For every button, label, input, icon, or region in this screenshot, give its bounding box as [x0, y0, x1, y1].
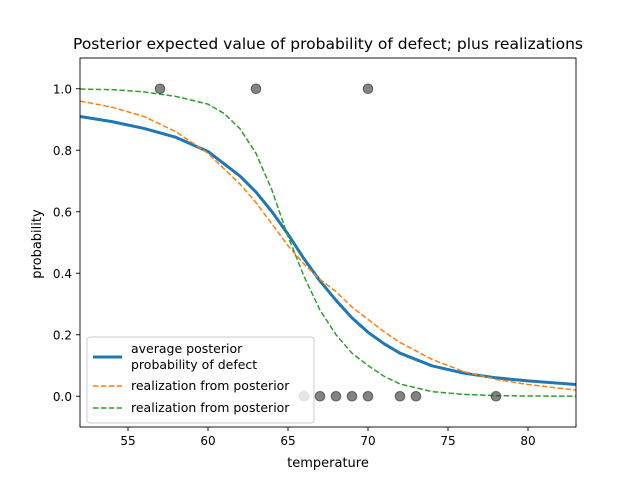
legend-label-2: realization from posterior — [131, 378, 290, 393]
legend-label-1: probability of defect — [131, 357, 257, 372]
y-tick-label: 0.0 — [53, 390, 72, 404]
series-line-3 — [80, 88, 576, 397]
observation-point — [250, 83, 262, 95]
x-tick-label: 80 — [520, 434, 535, 448]
x-axis-ticks: 55 60 65 70 75 80 — [120, 427, 536, 448]
observation-point — [410, 390, 422, 402]
y-tick-label: 0.8 — [53, 144, 72, 158]
observation-point — [490, 390, 502, 402]
series-line-2 — [80, 100, 576, 391]
x-axis-label: temperature — [287, 456, 369, 471]
chart-title: Posterior expected value of probability … — [73, 35, 583, 53]
legend-label-3: realization from posterior — [131, 400, 290, 415]
plot-frame — [79, 57, 577, 428]
y-axis-ticks: 0.0 0.2 0.4 0.6 0.8 1.0 — [53, 82, 80, 404]
x-tick-label: 70 — [360, 434, 375, 448]
observation-point — [362, 83, 374, 95]
x-tick-label: 55 — [120, 434, 135, 448]
axes-frame — [79, 57, 577, 428]
series-line-1 — [80, 114, 576, 387]
observation-point — [394, 390, 406, 402]
legend-label-1: average posterior — [131, 341, 243, 356]
x-tick-label: 60 — [200, 434, 215, 448]
observation-point — [330, 390, 342, 402]
x-tick-label: 65 — [280, 434, 295, 448]
x-tick-label: 75 — [440, 434, 455, 448]
y-tick-label: 0.2 — [53, 328, 72, 342]
y-tick-label: 0.4 — [53, 267, 72, 281]
y-tick-label: 0.6 — [53, 205, 72, 219]
y-axis-label: probability — [30, 209, 45, 279]
observation-point — [346, 390, 358, 402]
observation-point — [314, 390, 326, 402]
y-tick-label: 1.0 — [53, 82, 72, 96]
observation-point — [154, 83, 166, 95]
observation-point — [362, 390, 374, 402]
legend-box — [86, 336, 315, 424]
